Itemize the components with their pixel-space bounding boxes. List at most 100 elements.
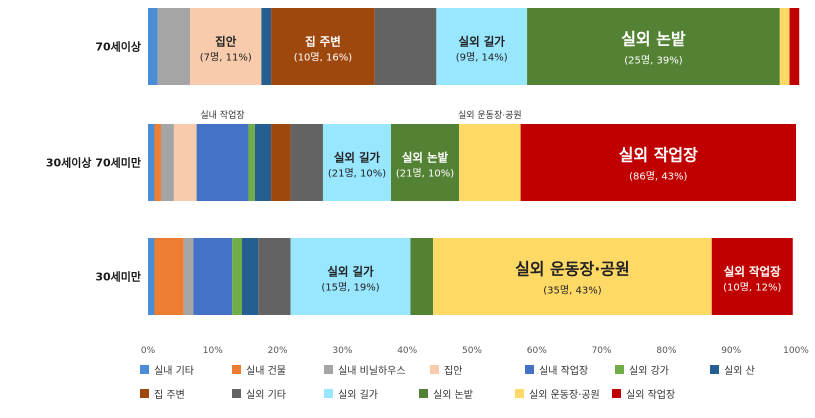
bar-segment — [254, 124, 272, 201]
legend-label: 실외 논밭 — [433, 390, 473, 401]
bar-segment — [148, 124, 155, 201]
segment-label-name: 실외 논밭 — [621, 30, 686, 49]
segment-label-detail: (21명, 10%) — [396, 168, 454, 180]
legend-item: 실내 비닐하우스 — [324, 362, 406, 377]
legend-label: 실내 비닐하우스 — [338, 366, 406, 377]
bar-segment — [711, 238, 793, 315]
x-tick-label: 0% — [141, 346, 156, 356]
legend-label: 실내 기타 — [154, 366, 194, 377]
segment-label-detail: (15명, 19%) — [321, 282, 379, 294]
x-tick-label: 70% — [592, 346, 612, 356]
category-label: 30세이상 70세미만 — [46, 156, 141, 170]
segment-label-name: 집 주변 — [305, 35, 341, 49]
bar-segment — [154, 238, 184, 315]
legend-swatch — [324, 389, 333, 398]
segment-label-name: 실외 작업장 — [724, 265, 781, 279]
bar-segment — [391, 124, 460, 201]
x-tick-label: 30% — [332, 346, 352, 356]
bar-segment — [290, 238, 411, 315]
legend-swatch — [612, 389, 621, 398]
segment-label-name: 실외 운동장·공원 — [515, 260, 630, 279]
legend-item: 실외 작업장 — [612, 386, 675, 401]
bar-segment — [779, 8, 790, 85]
x-tick-label: 100% — [783, 346, 809, 356]
legend-item: 집 주변 — [140, 386, 185, 401]
x-tick-label: 60% — [527, 346, 547, 356]
bar-segment — [232, 238, 242, 315]
x-tick-label: 10% — [203, 346, 223, 356]
legend-item: 실외 길가 — [324, 386, 378, 401]
bar-segment — [374, 8, 437, 85]
bar-segment — [241, 238, 259, 315]
segment-label-detail: (9명, 14%) — [456, 52, 508, 64]
bar-segment — [322, 124, 391, 201]
bar-segment — [410, 238, 434, 315]
bar-segment — [520, 124, 796, 201]
bar-segment — [527, 8, 780, 85]
category-label: 70세이상 — [95, 40, 141, 54]
legend-item: 실외 기타 — [232, 386, 286, 401]
bar-segment — [148, 8, 158, 85]
bar-segment — [459, 124, 521, 201]
bar-segment — [436, 8, 528, 85]
bar-segment — [261, 8, 272, 85]
legend-swatch — [615, 365, 624, 374]
legend-item: 실외 산 — [710, 362, 755, 377]
legend-swatch — [710, 365, 719, 374]
legend-swatch — [140, 389, 149, 398]
legend-label: 실내 건물 — [246, 366, 286, 377]
bar-segment — [173, 124, 197, 201]
legend-swatch — [515, 389, 524, 398]
legend-swatch — [140, 365, 149, 374]
segment-label-detail: (21명, 10%) — [328, 168, 386, 180]
legend-label: 집안 — [444, 366, 463, 377]
segment-label-name: 실외 작업장 — [619, 146, 698, 165]
legend-swatch — [232, 365, 241, 374]
legend-label: 실외 작업장 — [626, 390, 676, 401]
legend-label: 실외 운동장·공원 — [529, 390, 600, 401]
segment-label-name: 실외 논밭 — [402, 151, 449, 165]
legend-item: 실내 작업장 — [525, 362, 588, 377]
bar-segment — [190, 8, 262, 85]
x-tick-label: 20% — [268, 346, 288, 356]
bar-segment — [271, 124, 291, 201]
bar-segment — [183, 238, 194, 315]
legend-label: 실외 강가 — [629, 366, 669, 377]
x-tick-label: 40% — [397, 346, 417, 356]
plot-area: 70세이상 30세이상 70세미만 30세미만 집안 (7명, 11%) 집 주변 (10명… — [46, 8, 809, 356]
bar-segment — [271, 8, 375, 85]
legend-swatch — [324, 365, 333, 374]
x-tick-label: 90% — [721, 346, 741, 356]
bar-segment — [160, 124, 174, 201]
bar-segment — [196, 124, 249, 201]
segment-label-detail: (25명, 39%) — [624, 55, 682, 67]
legend-item: 실외 운동장·공원 — [515, 386, 600, 401]
legend-item: 실외 강가 — [615, 362, 669, 377]
segment-label-detail: (10명, 16%) — [294, 52, 352, 64]
bar-segment — [148, 238, 155, 315]
segment-label-detail: (86명, 43%) — [629, 171, 687, 183]
legend-swatch — [430, 365, 439, 374]
legend-swatch — [525, 365, 534, 374]
legend-item: 집안 — [430, 362, 462, 377]
bar-segment — [248, 124, 255, 201]
legend-label: 실외 산 — [724, 366, 755, 377]
x-tick-label: 50% — [462, 346, 482, 356]
bar-segment — [154, 124, 161, 201]
bar-segment — [258, 238, 291, 315]
legend-swatch — [419, 389, 428, 398]
legend-swatch — [232, 389, 241, 398]
bar-segment — [157, 8, 191, 85]
segment-label-name: 실외 길가 — [459, 35, 506, 49]
legend-label: 실외 기타 — [246, 390, 286, 401]
callout-label: 실내 작업장 — [200, 110, 244, 121]
segment-label-name: 실외 길가 — [334, 151, 381, 165]
legend-item: 실외 논밭 — [419, 386, 473, 401]
x-tick-label: 80% — [656, 346, 676, 356]
legend-label: 실내 작업장 — [539, 366, 589, 377]
legend-item: 실내 건물 — [232, 362, 286, 377]
legend-item: 실내 기타 — [140, 362, 194, 377]
segment-label-detail: (10명, 12%) — [723, 282, 781, 294]
segment-label-detail: (35명, 43%) — [543, 285, 601, 297]
